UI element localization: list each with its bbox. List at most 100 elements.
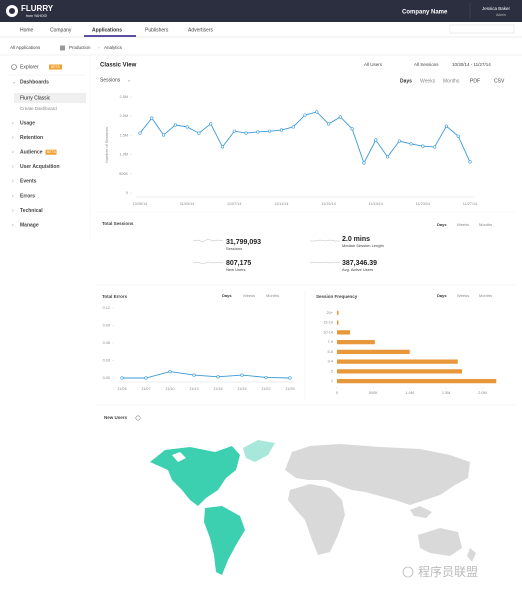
point <box>338 115 342 119</box>
badge-text: BETA <box>51 65 61 69</box>
x-tick-label: 11/16 <box>213 387 222 391</box>
export[interactable]: PDF <box>470 78 480 84</box>
period-tab[interactable]: Weeks <box>243 293 255 298</box>
sidebar-item[interactable]: Retention <box>20 135 43 141</box>
period-tab[interactable]: Days <box>437 293 447 298</box>
period-tab[interactable]: Months <box>479 293 492 298</box>
sparkline <box>309 261 341 264</box>
sidebar-item[interactable]: Manage <box>20 223 39 229</box>
x-tick-label: 0 <box>336 391 338 395</box>
sidebar-heading[interactable]: Dashboards <box>20 79 49 85</box>
point <box>385 155 390 159</box>
y-axis-label: Number of Sessions <box>104 127 109 163</box>
chevron: › <box>12 150 14 156</box>
sidebar-item[interactable]: Explorer <box>20 64 39 70</box>
south-america <box>204 506 245 575</box>
x-tick-label: 10/30/14 <box>133 202 148 206</box>
export[interactable]: CSV <box>494 78 505 84</box>
point <box>433 145 437 149</box>
sidebar-item[interactable]: Usage <box>20 120 35 126</box>
sparkline <box>310 239 340 242</box>
indonesia <box>410 506 432 518</box>
point <box>168 369 172 374</box>
nav-tab[interactable]: Publishers <box>145 27 169 33</box>
point <box>144 376 148 380</box>
x-tick-label: 11/25 <box>285 387 294 391</box>
metric-value: 807,175 <box>226 260 251 267</box>
point <box>120 376 124 380</box>
period-tab[interactable]: Months <box>266 293 279 298</box>
nav-tab[interactable]: Home <box>20 27 34 33</box>
watermark-icon <box>402 566 414 578</box>
y-tick-label: 3-4 <box>328 360 334 364</box>
breadcrumb[interactable]: Production <box>69 45 91 50</box>
point <box>288 376 292 380</box>
new-zealand <box>467 548 476 562</box>
metric-value: 387,346.39 <box>342 260 377 267</box>
separator: › <box>98 45 100 50</box>
nav-tab[interactable]: Company <box>50 27 72 33</box>
period-tab[interactable]: Days <box>437 222 447 227</box>
sidebar-item[interactable]: User Acquisition <box>20 164 60 170</box>
point <box>150 116 154 120</box>
x-tick-label: 500K <box>369 391 378 395</box>
breadcrumb: Analytics <box>104 45 123 50</box>
breadcrumb[interactable]: All Applications <box>10 45 41 50</box>
metric-label: New Users <box>226 267 246 272</box>
point <box>209 122 213 126</box>
sidebar-subitem[interactable]: Create Dashboard <box>20 106 57 111</box>
point <box>240 373 244 377</box>
period-tab[interactable]: Days <box>400 78 412 84</box>
sidebar-item[interactable]: Technical <box>20 208 43 214</box>
x-tick-label: 11/19 <box>237 387 246 391</box>
period-tab[interactable]: Weeks <box>457 222 469 227</box>
date-range[interactable]: 10/30/14 - 11/27/14 <box>452 62 491 67</box>
point <box>161 133 166 137</box>
point <box>374 138 378 142</box>
badge <box>45 149 57 155</box>
y-tick-label: 0.09 <box>103 324 110 328</box>
period-tab[interactable]: Weeks <box>420 78 436 84</box>
point <box>291 125 295 129</box>
point <box>444 124 449 128</box>
badge-text: BETA <box>47 150 57 154</box>
chevron: › <box>12 120 14 126</box>
sidebar-item[interactable]: Errors <box>20 193 35 199</box>
y-tick-label: 7-9 <box>328 340 334 344</box>
period-tab[interactable]: Months <box>479 222 492 227</box>
y-tick-label: 0.12 <box>103 306 110 310</box>
nav-tab[interactable]: Applications <box>92 27 122 33</box>
metric-select[interactable]: Sessions <box>100 77 121 83</box>
sidebar-item[interactable]: Audience <box>20 150 43 156</box>
period-tab[interactable]: Days <box>222 293 232 298</box>
point <box>326 122 331 126</box>
nav-active <box>84 35 136 37</box>
search-box[interactable] <box>449 24 515 34</box>
section-title: New Users <box>104 415 128 420</box>
section-title: Total Sessions <box>102 221 134 226</box>
watermark: 程序员联盟 <box>418 564 478 579</box>
user-name[interactable]: Jessica Baker <box>482 6 511 11</box>
point <box>362 161 366 165</box>
period-tab[interactable]: Months <box>443 78 460 84</box>
filter[interactable]: All Users <box>364 62 383 67</box>
point <box>216 375 220 379</box>
explorer-icon <box>11 64 17 70</box>
info-icon[interactable] <box>135 415 141 421</box>
point <box>232 129 236 133</box>
point <box>303 113 307 117</box>
point <box>456 134 460 138</box>
greenland <box>243 440 275 462</box>
period-tab[interactable]: Weeks <box>457 293 469 298</box>
sidebar-subitem[interactable]: Flurry Classic <box>20 95 51 101</box>
x-tick-label: 11/03/14 <box>180 202 195 206</box>
x-tick-label: 11/07 <box>141 387 150 391</box>
chevron: › <box>12 193 14 199</box>
sidebar-item[interactable]: Events <box>20 179 37 185</box>
company-name[interactable]: Company Name <box>402 10 448 16</box>
metric-label: Sessions <box>226 246 242 251</box>
africa <box>288 484 345 555</box>
nav-tab[interactable]: Advertisers <box>188 27 214 33</box>
y-tick-label: 1 <box>331 379 333 383</box>
filter[interactable]: All Sessions <box>414 62 439 67</box>
